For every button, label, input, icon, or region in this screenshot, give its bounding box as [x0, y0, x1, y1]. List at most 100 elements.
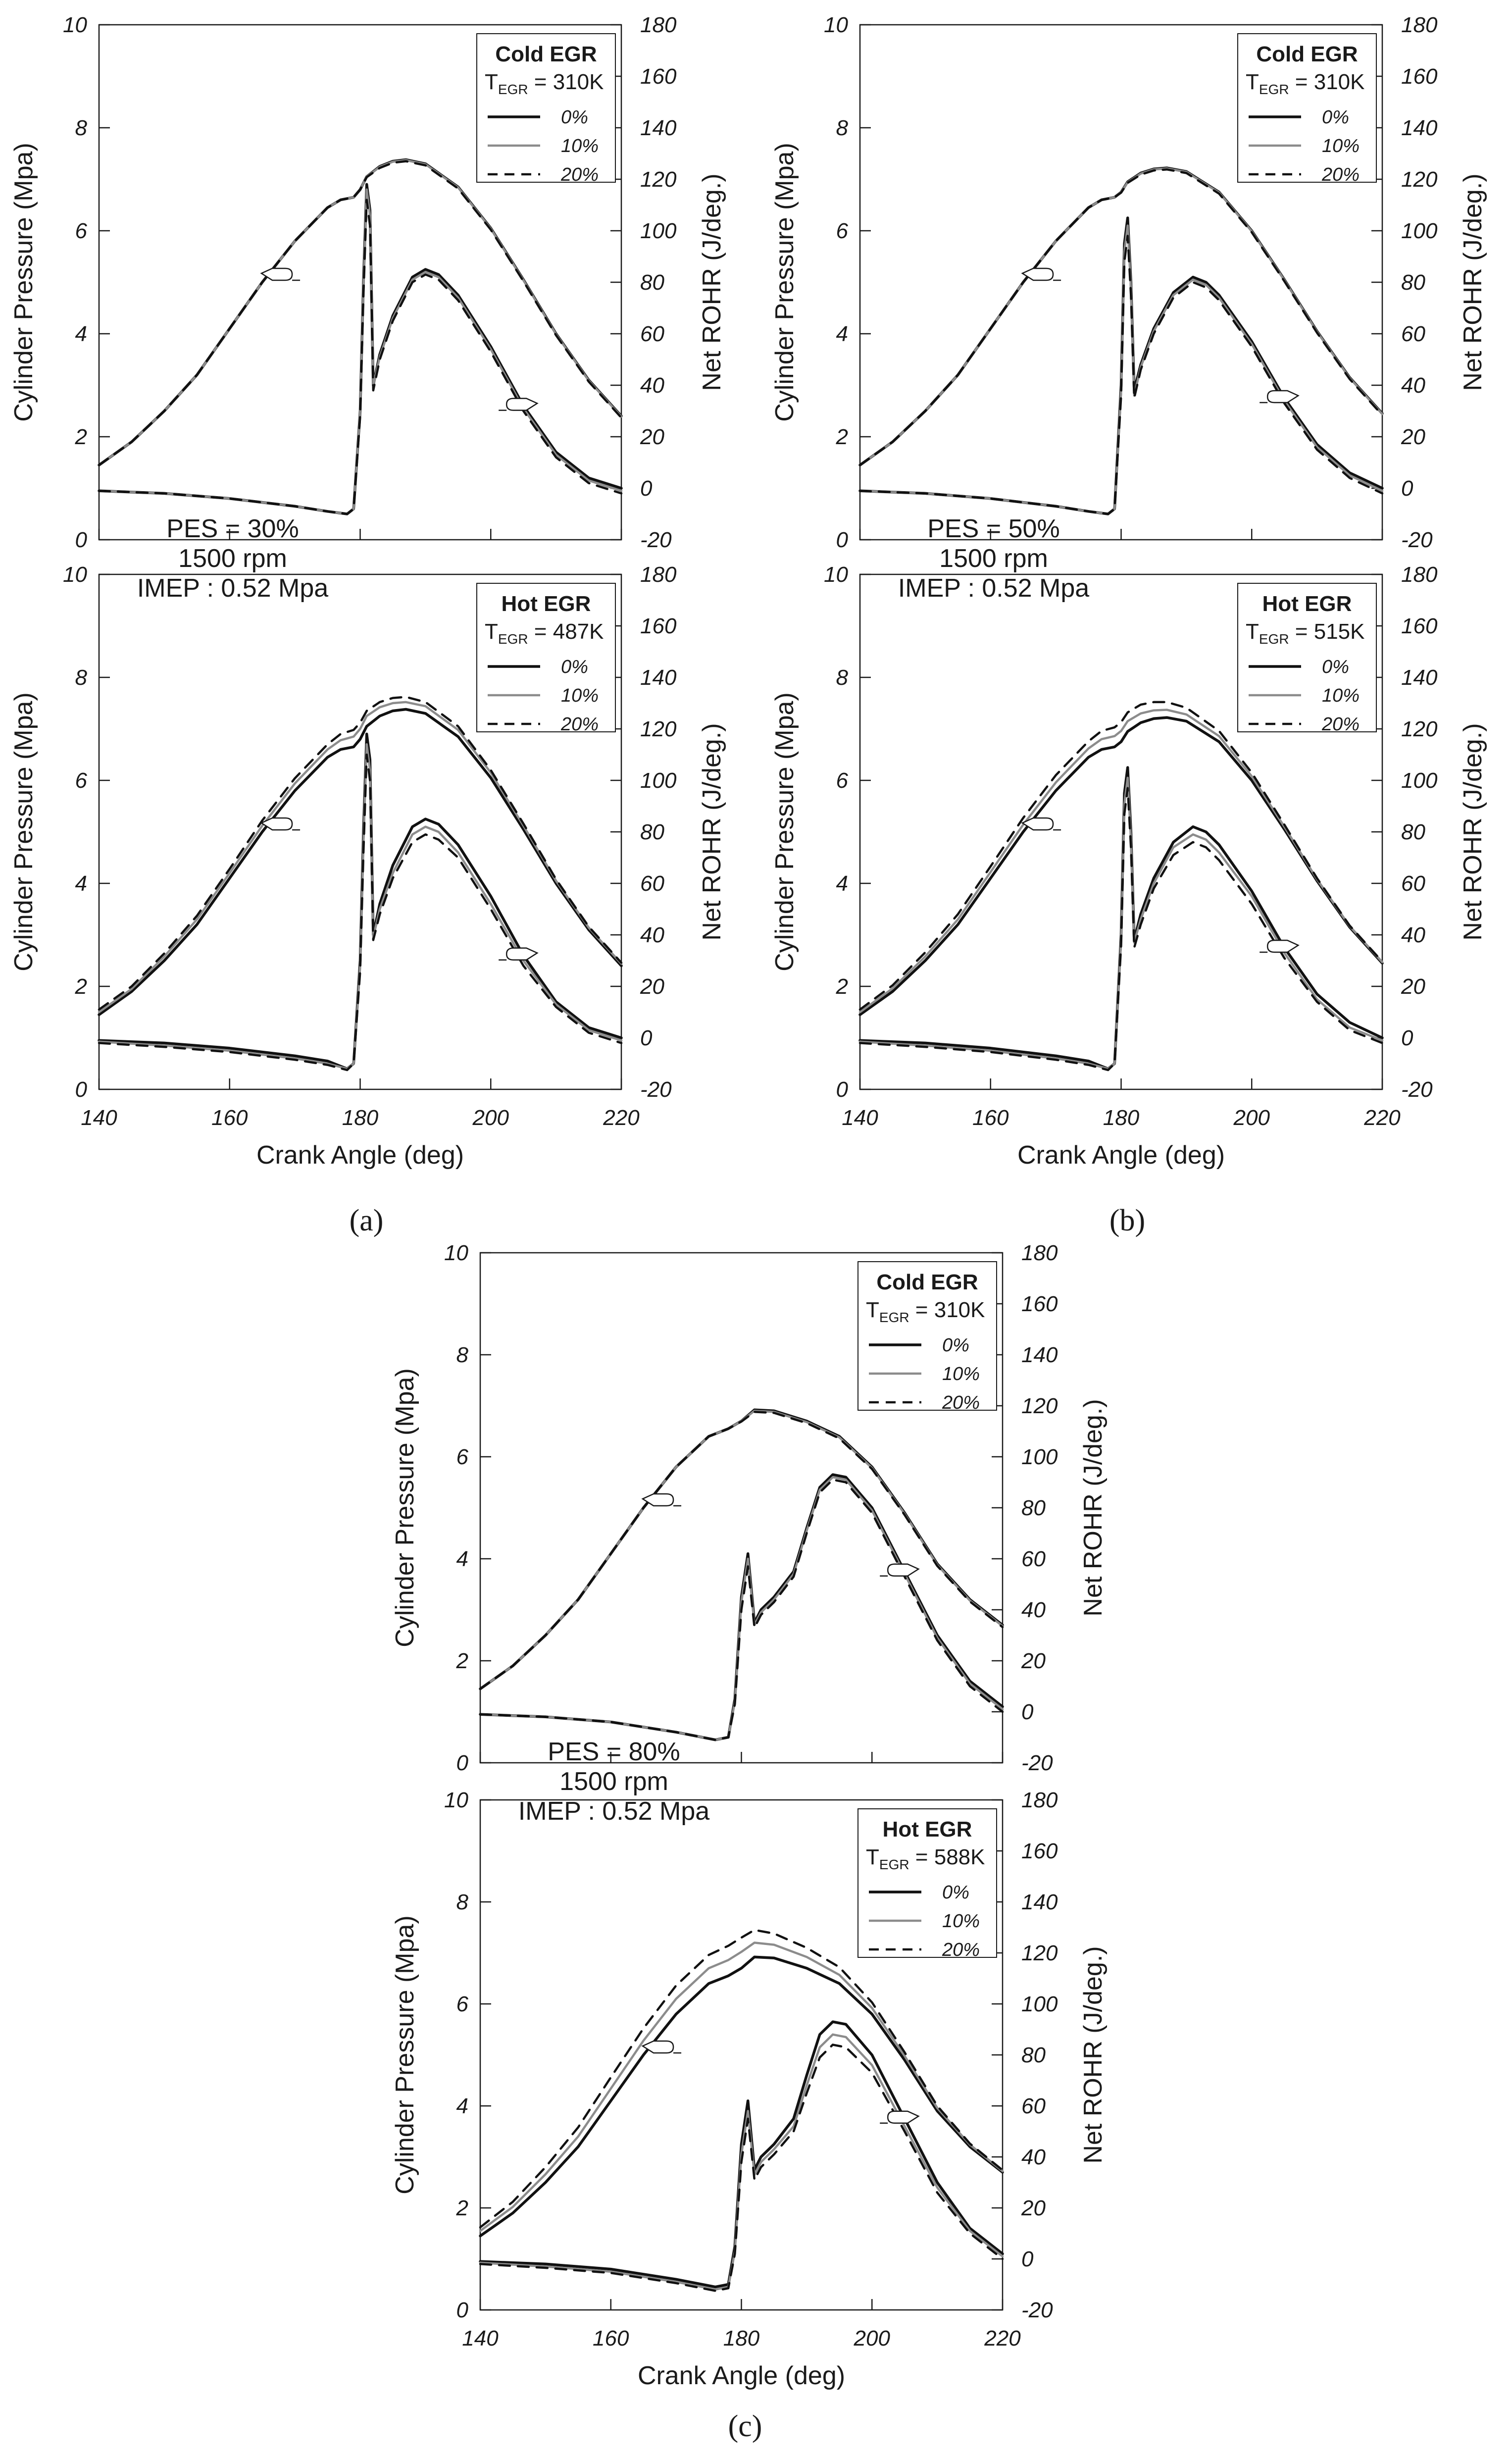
- pressure-series-10pct: [479, 1942, 1004, 2232]
- y-tick-label: 2: [75, 974, 87, 999]
- legend-egr-label: Hot EGR: [502, 592, 591, 616]
- y2-tick-label: 80: [1401, 270, 1425, 295]
- y-tick-label: 2: [456, 1649, 468, 1673]
- y2-tick-label: 40: [1021, 2145, 1046, 2169]
- y2-tick-label: 80: [1021, 1496, 1046, 1520]
- pressure-series-20pct: [98, 160, 623, 466]
- legend-entry-label: 10%: [561, 685, 599, 706]
- legend-egr-temperature: TEGR = 588K: [866, 1845, 985, 1872]
- y2-tick-label: -20: [1401, 1077, 1433, 1102]
- pressure-series-20pct: [479, 1411, 1004, 1690]
- operating-condition-text: 1500 rpm: [939, 544, 1048, 573]
- legend-egr-label: Hot EGR: [883, 1817, 972, 1841]
- legend: Hot EGR TEGR = 487K 0% 10% 20%: [476, 583, 616, 735]
- y2-tick-label: 0: [1021, 2247, 1034, 2271]
- legend-entry-label: 20%: [942, 1940, 980, 1960]
- chart-c-top: 0 2 4 6 8 10 -20 0 20 40 60 80 100 120 140 160 180 Cylind…: [391, 1241, 1108, 1826]
- y2-tick-label: -20: [1021, 2298, 1053, 2322]
- y2-tick-label: 80: [1021, 2043, 1046, 2067]
- legend-egr-label: Cold EGR: [1256, 42, 1358, 66]
- pressure-series-20pct: [858, 168, 1384, 466]
- legend-entry-label: 10%: [942, 1911, 980, 1932]
- y-axis-title: Cylinder Pressure (Mpa): [770, 143, 799, 422]
- y2-tick-label: 180: [1401, 563, 1438, 587]
- y-axis-title: Cylinder Pressure (Mpa): [9, 143, 38, 422]
- y2-tick-label: 120: [640, 167, 677, 192]
- pressure-series-0pct: [858, 716, 1384, 1016]
- y2-tick-label: 80: [1401, 820, 1425, 844]
- y2-tick-label: 60: [640, 871, 664, 896]
- y2-tick-label: 180: [1021, 1788, 1058, 1812]
- pressure-series-10pct: [858, 167, 1384, 466]
- rohr-series-0pct: [479, 2020, 1004, 2289]
- rohr-series-0pct: [98, 732, 623, 1071]
- legend-entry-label: 20%: [560, 164, 599, 185]
- legend-entry-label: 20%: [1321, 164, 1360, 185]
- legend: Cold EGR TEGR = 310K 0% 10% 20%: [476, 33, 616, 185]
- x-tick-label: 220: [984, 2326, 1021, 2351]
- y2-tick-label: 20: [640, 974, 664, 999]
- y2-tick-label: 20: [1401, 974, 1425, 999]
- panel-label: (c): [728, 2409, 762, 2443]
- y-tick-label: 4: [75, 322, 87, 346]
- y-tick-label: 2: [836, 425, 848, 449]
- y-tick-label: 6: [456, 1992, 469, 2016]
- legend: Hot EGR TEGR = 515K 0% 10% 20%: [1237, 583, 1377, 735]
- rohr-series-10pct: [98, 743, 623, 1070]
- operating-condition-text: IMEP : 0.52 Mpa: [137, 574, 328, 603]
- chart-a-top: 0 2 4 6 8 10 -20 0 20 40 60 80 100 120 140 160 180 Cylind…: [9, 13, 726, 603]
- operating-condition-text: IMEP : 0.52 Mpa: [898, 574, 1089, 603]
- x-tick-label: 160: [593, 2326, 629, 2351]
- legend: Hot EGR TEGR = 588K 0% 10% 20%: [857, 1808, 997, 1960]
- y2-tick-label: 160: [640, 64, 677, 89]
- rohr-series-20pct: [479, 1479, 1004, 1741]
- y2-tick-label: -20: [1401, 528, 1433, 552]
- y2-tick-label: 0: [1021, 1700, 1034, 1724]
- y2-tick-label: 160: [640, 614, 677, 638]
- pressure-series-0pct: [479, 1408, 1004, 1690]
- legend: Cold EGR TEGR = 310K 0% 10% 20%: [857, 1261, 997, 1413]
- y2-tick-label: 140: [1401, 116, 1438, 140]
- chart-a-bottom: 0 2 4 6 8 10 -20 0 20 40 60 80 100 120 140 160 180 140 160…: [9, 563, 726, 1170]
- y2-tick-label: 120: [640, 717, 677, 741]
- rohr-series-20pct: [858, 235, 1384, 515]
- legend-egr-temperature: TEGR = 310K: [485, 70, 604, 97]
- chart-b-bottom: 0 2 4 6 8 10 -20 0 20 40 60 80 100 120 140 160 180 140 160…: [770, 563, 1487, 1170]
- y2-axis-title: Net ROHR (J/deg.): [698, 723, 726, 940]
- y2-tick-label: 120: [1021, 1394, 1058, 1418]
- legend-box: [1237, 583, 1377, 732]
- y2-tick-label: 120: [1401, 717, 1438, 741]
- legend-entry-label: 10%: [942, 1364, 980, 1384]
- y2-tick-label: 140: [1021, 1343, 1058, 1367]
- y2-tick-label: 120: [1401, 167, 1438, 192]
- rohr-series-20pct: [98, 199, 623, 515]
- y-tick-label: 4: [836, 871, 848, 896]
- y-axis-title: Cylinder Pressure (Mpa): [391, 1368, 419, 1647]
- y2-tick-label: 20: [640, 425, 664, 449]
- legend-egr-label: Cold EGR: [876, 1270, 978, 1294]
- y2-tick-label: 80: [640, 820, 664, 844]
- left-axis-pointer-icon: [641, 1493, 682, 1507]
- y-tick-label: 8: [75, 665, 88, 690]
- y2-tick-label: 100: [640, 219, 677, 243]
- right-axis-pointer-icon: [1260, 390, 1300, 404]
- legend-entry-label: 10%: [1322, 136, 1360, 156]
- y2-tick-label: 40: [640, 923, 664, 947]
- pressure-series-0pct: [858, 166, 1384, 466]
- legend: Cold EGR TEGR = 310K 0% 10% 20%: [1237, 33, 1377, 185]
- y2-tick-label: 100: [1021, 1992, 1058, 2016]
- y2-tick-label: 180: [640, 563, 677, 587]
- y-tick-label: 10: [63, 13, 87, 37]
- y-tick-label: 4: [456, 2094, 468, 2118]
- x-tick-label: 200: [854, 2326, 891, 2351]
- y-axis-title: Cylinder Pressure (Mpa): [391, 1915, 419, 2195]
- y2-tick-label: 140: [1401, 665, 1438, 690]
- pressure-series-20pct: [98, 696, 623, 1011]
- x-tick-label: 220: [1363, 1106, 1401, 1130]
- x-tick-label: 180: [342, 1106, 379, 1130]
- right-axis-pointer-icon: [499, 947, 539, 961]
- y-tick-label: 10: [444, 1788, 468, 1812]
- legend-entry-label: 20%: [560, 714, 599, 735]
- y-tick-label: 10: [444, 1241, 468, 1265]
- y2-axis-title: Net ROHR (J/deg.): [1459, 173, 1487, 391]
